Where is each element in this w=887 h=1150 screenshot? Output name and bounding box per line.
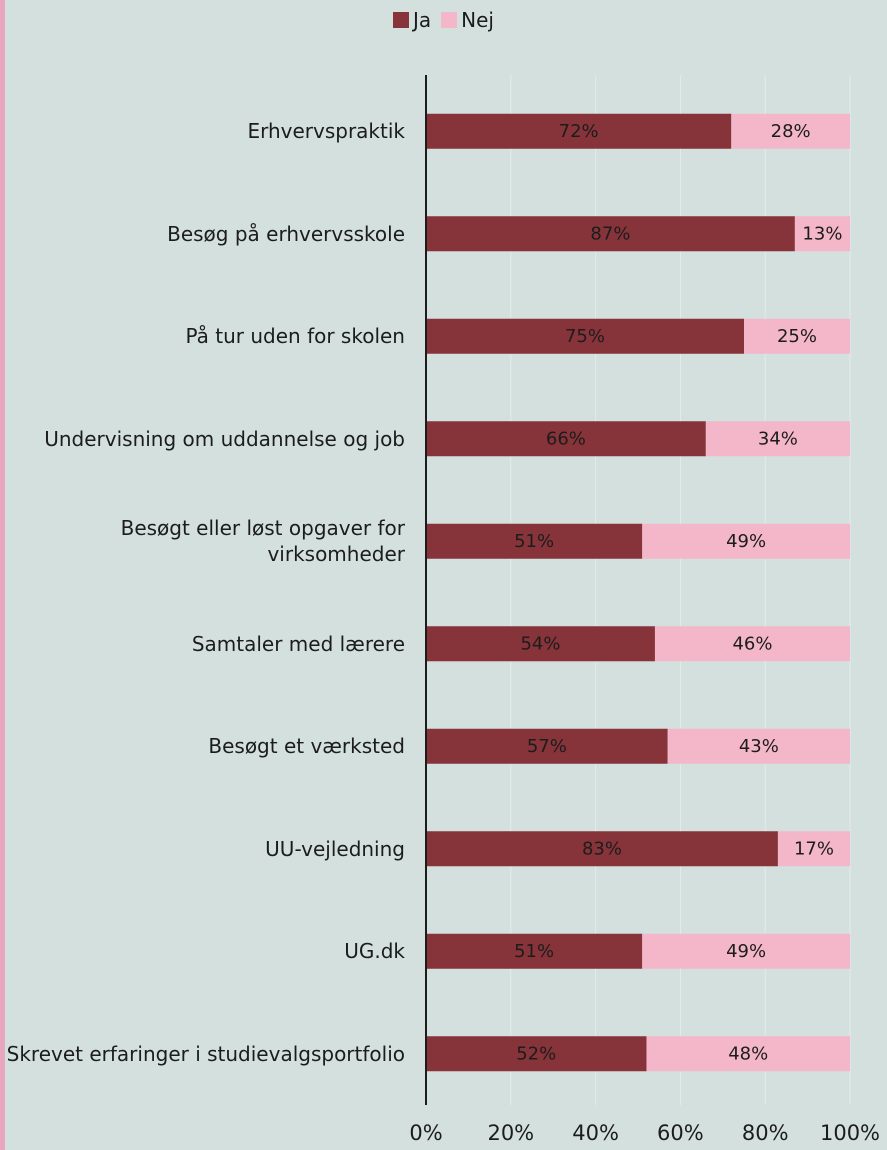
x-tick-label: 60%	[657, 1121, 704, 1145]
category-label: Undervisning om uddannelse og job	[44, 426, 405, 451]
x-tick-label: 100%	[820, 1121, 880, 1145]
legend: Ja Nej	[0, 8, 887, 32]
x-tick-label: 40%	[572, 1121, 619, 1145]
value-label: 57%	[527, 736, 567, 757]
bar-segment	[794, 216, 850, 252]
value-label: 52%	[516, 1043, 556, 1064]
category-label: Besøg på erhvervsskole	[167, 221, 405, 246]
category-label: Besøgt eller løst opgaver for virksomhed…	[120, 516, 405, 567]
bar-segment	[426, 626, 655, 662]
bar-segment	[426, 421, 706, 457]
bar-segment	[731, 113, 850, 149]
bar-segment	[667, 728, 850, 764]
bar-segment	[642, 523, 850, 559]
bar-segment	[705, 421, 850, 457]
category-label: UU-vejledning	[265, 836, 405, 861]
category-label: UG.dk	[344, 939, 405, 964]
value-label: 66%	[546, 428, 586, 449]
x-tick-label: 80%	[742, 1121, 789, 1145]
bar-segment	[744, 318, 850, 354]
value-label: 46%	[732, 633, 772, 654]
legend-label: Nej	[461, 8, 494, 32]
bar-segment	[426, 1036, 647, 1072]
value-label: 51%	[514, 941, 554, 962]
value-label: 34%	[758, 428, 798, 449]
value-label: 43%	[739, 736, 779, 757]
bar-segment	[426, 933, 643, 969]
bar-segment	[426, 831, 778, 867]
bar-segment	[426, 318, 744, 354]
category-label: Skrevet erfaringer i studievalgsportfoli…	[6, 1041, 405, 1066]
value-label: 72%	[559, 121, 599, 142]
legend-swatch	[393, 12, 409, 28]
category-label: Samtaler med lærere	[191, 631, 405, 656]
value-label: 51%	[514, 531, 554, 552]
bar-segment	[777, 831, 850, 867]
category-label: Besøgt et værksted	[208, 734, 405, 759]
value-label: 25%	[777, 326, 817, 347]
legend-item: Ja	[393, 8, 431, 32]
value-label: 49%	[726, 531, 766, 552]
side-strip	[0, 0, 5, 1150]
value-label: 83%	[582, 838, 622, 859]
value-label: 49%	[726, 941, 766, 962]
bar-segment	[646, 1036, 850, 1072]
bar-segment	[426, 216, 795, 252]
value-label: 48%	[728, 1043, 768, 1064]
x-tick-label: 20%	[487, 1121, 534, 1145]
value-label: 54%	[520, 633, 560, 654]
category-label: På tur uden for skolen	[185, 324, 405, 349]
value-label: 87%	[590, 223, 630, 244]
category-label: Erhvervspraktik	[247, 119, 405, 144]
bar-segment	[426, 523, 643, 559]
x-tick-label: 0%	[409, 1121, 442, 1145]
value-label: 17%	[794, 838, 834, 859]
legend-label: Ja	[413, 8, 432, 32]
value-label: 75%	[565, 326, 605, 347]
value-label: 13%	[802, 223, 842, 244]
bar-segment	[426, 113, 732, 149]
legend-swatch	[441, 12, 458, 28]
value-label: 28%	[771, 121, 811, 142]
bar-segment	[654, 626, 850, 662]
bar-segment	[426, 728, 668, 764]
bar-segment	[642, 933, 850, 969]
legend-item: Nej	[441, 8, 494, 32]
